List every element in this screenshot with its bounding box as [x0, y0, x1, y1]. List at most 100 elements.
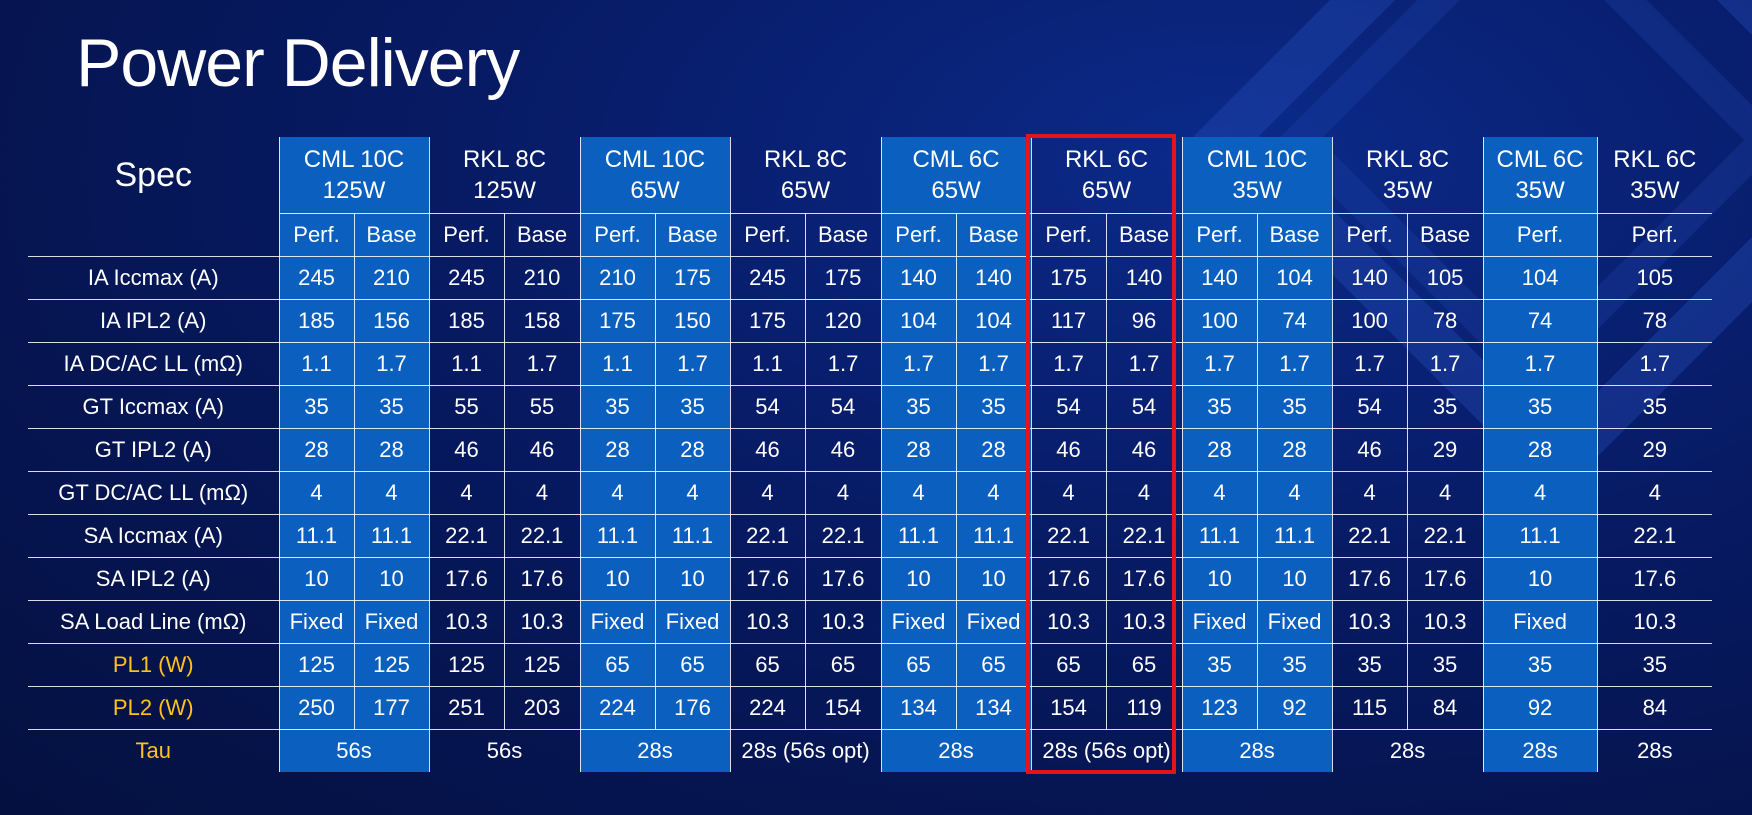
table-cell: 35 [956, 385, 1032, 429]
table-cell: 54 [805, 385, 882, 429]
table-cell: 4 [881, 471, 957, 515]
table-cell: 46 [805, 428, 882, 472]
subheader-cell: Perf. [1483, 213, 1598, 257]
table-cell: 46 [429, 428, 505, 472]
table-row: GT IPL2 (A) 28 28 46 46 28 28 46 46 28 28 46 46 28 28 4… [28, 428, 1713, 472]
row-label: SA Load Line (mΩ) [28, 600, 280, 644]
subheader-cell: Base [1257, 213, 1333, 257]
table-cell: 28 [1257, 428, 1333, 472]
group-header: CML 6C 65W [881, 137, 1032, 214]
table-cell: 175 [655, 256, 731, 300]
group-header: RKL 8C 35W [1332, 137, 1484, 214]
table-cell: 1.7 [1257, 342, 1333, 386]
table-cell: 185 [279, 299, 355, 343]
table-cell: 54 [1106, 385, 1183, 429]
table-cell: 10.3 [805, 600, 882, 644]
table-cell: 10.3 [429, 600, 505, 644]
table-cell: 150 [655, 299, 731, 343]
table-cell: 1.7 [1407, 342, 1484, 386]
table-cell: 10 [580, 557, 656, 601]
table-cell: 1.1 [580, 342, 656, 386]
tau-cell: 28s [881, 729, 1032, 772]
table-cell: 28 [1182, 428, 1258, 472]
table-cell: 175 [805, 256, 882, 300]
group-header: RKL 6C 35W [1597, 137, 1713, 214]
tau-cell: 28s [1182, 729, 1333, 772]
row-label: GT IPL2 (A) [28, 428, 280, 472]
table-cell: 22.1 [730, 514, 806, 558]
table-cell: 125 [504, 643, 581, 687]
table-row: IA Iccmax (A) 245 210 245 210 210 175 245 175 140… [28, 256, 1713, 300]
table-cell: 1.7 [805, 342, 882, 386]
table-cell: 1.1 [429, 342, 505, 386]
table-cell: 11.1 [956, 514, 1032, 558]
row-label: Tau [28, 729, 280, 772]
group-header: CML 10C 35W [1182, 137, 1333, 214]
subheader-cell: Perf. [1597, 213, 1713, 257]
table-cell: 65 [881, 643, 957, 687]
table-cell: 1.7 [956, 342, 1032, 386]
row-label: SA Iccmax (A) [28, 514, 280, 558]
table-cell: 140 [1106, 256, 1183, 300]
table-cell: 65 [655, 643, 731, 687]
table-cell: 175 [1031, 256, 1107, 300]
table-cell: 10.3 [1106, 600, 1183, 644]
table-cell: 28 [956, 428, 1032, 472]
table-cell: 35 [1332, 643, 1408, 687]
tau-cell: 28s [1332, 729, 1484, 772]
table-cell: 54 [730, 385, 806, 429]
table-cell: Fixed [956, 600, 1032, 644]
tau-cell: 28s (56s opt) [730, 729, 882, 772]
table-cell: 177 [354, 686, 430, 730]
table-cell: 55 [429, 385, 505, 429]
table-cell: 134 [956, 686, 1032, 730]
table-row: GT DC/AC LL (mΩ) 4 4 4 4 4 4 4 4 4 4 4 4 4 4 4 4 4 4 [28, 471, 1713, 515]
table-cell: 35 [1483, 385, 1598, 429]
table-cell: 22.1 [504, 514, 581, 558]
table-cell: 11.1 [580, 514, 656, 558]
table-cell: 4 [279, 471, 355, 515]
table-row: SA Load Line (mΩ) Fixed Fixed 10.3 10.3 Fixed… [28, 600, 1713, 644]
table-cell: 84 [1407, 686, 1484, 730]
table-cell: 10.3 [730, 600, 806, 644]
table-cell: 28 [279, 428, 355, 472]
table-cell: 210 [354, 256, 430, 300]
table-cell: 65 [730, 643, 806, 687]
table-cell: 10 [279, 557, 355, 601]
table-cell: 10.3 [1332, 600, 1408, 644]
table-cell: 1.7 [354, 342, 430, 386]
table-cell: Fixed [1483, 600, 1598, 644]
table-cell: 4 [1407, 471, 1484, 515]
table-cell: Fixed [1257, 600, 1333, 644]
tau-cell: 28s [1637, 738, 1673, 763]
tau-cell: 28s [580, 729, 731, 772]
group-header: CML 10C 65W [580, 137, 731, 214]
table-cell: 140 [1332, 256, 1408, 300]
table-cell: 35 [1407, 385, 1484, 429]
subheader-cell: Base [655, 213, 731, 257]
subheader-cell: Base [1407, 213, 1484, 257]
subheader-cell: Perf. [580, 213, 656, 257]
row-label: IA DC/AC LL (mΩ) [28, 342, 280, 386]
table-cell: 28 [655, 428, 731, 472]
subheader-cell: Perf. [279, 213, 355, 257]
table-cell: 65 [1031, 643, 1107, 687]
table-cell: 11.1 [354, 514, 430, 558]
table-row: IA IPL2 (A) 185 156 185 158 175 150 175 120 104 10… [28, 299, 1713, 343]
table-row: IA DC/AC LL (mΩ) 1.1 1.7 1.1 1.7 1.1 1.7 1.1 1.7… [28, 342, 1713, 386]
spec-header: Spec [28, 137, 280, 214]
table-cell: Fixed [279, 600, 355, 644]
table-cell: 11.1 [279, 514, 355, 558]
table-cell: 35 [1597, 385, 1713, 429]
table-cell: 140 [956, 256, 1032, 300]
table-cell: 4 [1182, 471, 1258, 515]
table-cell: 104 [881, 299, 957, 343]
row-label: IA Iccmax (A) [28, 256, 280, 300]
tau-cell: 28s [1483, 729, 1598, 772]
table-cell: 1.7 [1597, 342, 1713, 386]
table-cell: 210 [504, 256, 581, 300]
table-cell: 4 [730, 471, 806, 515]
table-cell: 251 [429, 686, 505, 730]
table-cell: 22.1 [1332, 514, 1408, 558]
row-label: PL1 (W) [28, 643, 280, 687]
